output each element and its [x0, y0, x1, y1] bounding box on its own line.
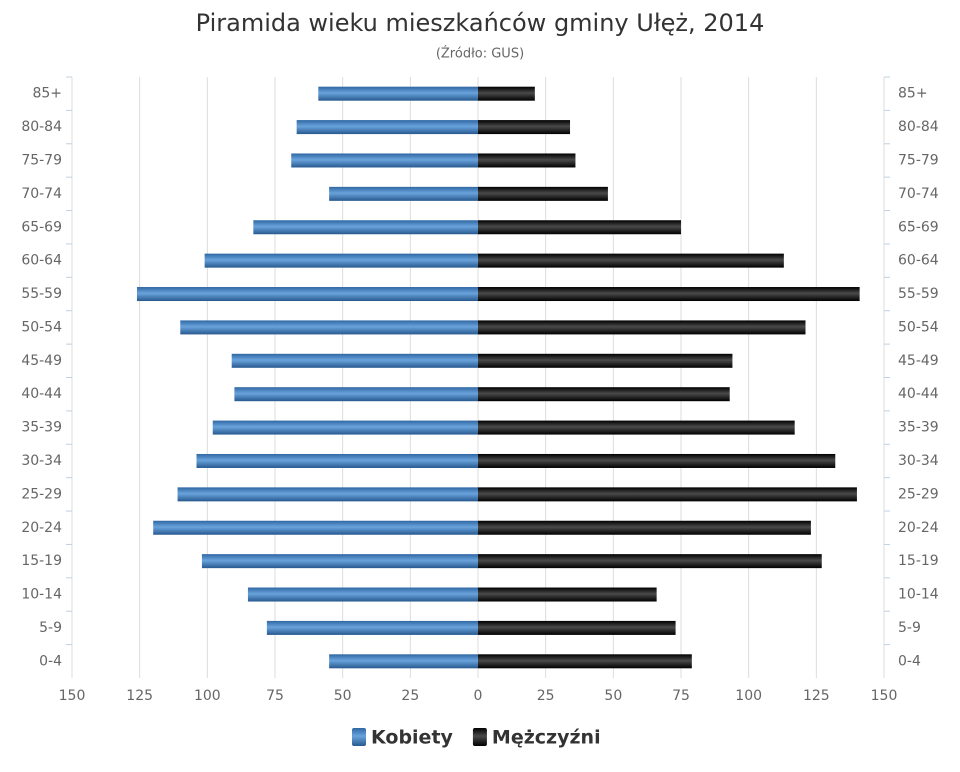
y-tick-label: 60-64: [21, 253, 62, 269]
y-tick-label: 75-79: [21, 152, 62, 168]
bar: [478, 320, 806, 335]
x-tick-label: 150: [871, 688, 898, 704]
x-tick-label: 25: [537, 688, 555, 704]
y-tick-label: 25-29: [21, 486, 62, 502]
legend: Kobiety Mężczyźni: [352, 727, 601, 749]
bar: [478, 120, 571, 135]
x-tick-label: 50: [604, 688, 622, 704]
y-tick-label: 30-34: [21, 453, 62, 469]
legend-label: Kobiety: [371, 727, 454, 749]
y-tick-label: 55-59: [898, 286, 939, 302]
bar: [478, 153, 576, 168]
bar: [234, 387, 478, 402]
bar: [478, 253, 784, 268]
y-tick-label: 10-14: [898, 587, 939, 603]
y-tick-label: 55-59: [21, 286, 62, 302]
bar: [318, 86, 478, 101]
bar: [136, 287, 478, 302]
y-tick-label: 0-4: [898, 653, 921, 669]
bar: [478, 420, 795, 435]
x-tick-label: 0: [474, 688, 483, 704]
y-tick-label: 40-44: [898, 386, 939, 402]
y-tick-label: 45-49: [21, 353, 62, 369]
bar: [478, 387, 730, 402]
y-tick-label: 70-74: [21, 186, 62, 202]
bar: [478, 654, 692, 669]
bar: [201, 554, 479, 569]
y-tick-label: 15-19: [898, 553, 939, 569]
y-tick-label: 70-74: [898, 186, 939, 202]
y-tick-label: 40-44: [21, 386, 62, 402]
bar: [478, 587, 657, 602]
y-tick-label: 65-69: [898, 219, 939, 235]
y-tick-label: 45-49: [898, 353, 939, 369]
x-tick-label: 25: [401, 688, 419, 704]
bar: [177, 487, 478, 502]
bar: [478, 220, 681, 235]
x-tick-label: 150: [59, 688, 86, 704]
bar: [296, 120, 478, 135]
y-tick-label: 5-9: [39, 620, 62, 636]
bar: [247, 587, 478, 602]
legend-swatch: [472, 728, 487, 746]
bar: [253, 220, 478, 235]
legend-swatch: [352, 728, 366, 746]
legend-label: Mężczyźni: [492, 727, 601, 749]
y-tick-label: 50-54: [898, 319, 939, 335]
x-tick-label: 125: [803, 688, 830, 704]
bar: [478, 86, 535, 101]
bar: [266, 620, 478, 635]
x-tick-label: 75: [672, 688, 690, 704]
y-tick-label: 30-34: [898, 453, 939, 469]
y-tick-label: 85+: [32, 86, 62, 102]
y-tick-label: 65-69: [21, 219, 62, 235]
y-tick-label: 60-64: [898, 253, 939, 269]
bar: [478, 453, 836, 468]
y-tick-label: 85+: [898, 86, 928, 102]
x-tick-label: 75: [266, 688, 284, 704]
y-tick-label: 25-29: [898, 486, 939, 502]
y-tick-label: 80-84: [21, 119, 62, 135]
y-tick-label: 0-4: [39, 653, 62, 669]
y-tick-label: 20-24: [21, 520, 62, 536]
bar: [204, 253, 479, 268]
bar: [478, 520, 811, 535]
bar: [478, 353, 733, 368]
y-tick-label: 15-19: [21, 553, 62, 569]
y-tick-label: 5-9: [898, 620, 921, 636]
bar: [196, 453, 479, 468]
x-tick-label: 100: [194, 688, 221, 704]
bar: [231, 353, 478, 368]
x-tick-label: 125: [126, 688, 153, 704]
bar: [291, 153, 478, 168]
bar: [329, 186, 478, 201]
bar: [478, 554, 822, 569]
x-tick-label: 50: [334, 688, 352, 704]
bar: [153, 520, 478, 535]
y-tick-label: 80-84: [898, 119, 939, 135]
y-tick-label: 20-24: [898, 520, 939, 536]
y-tick-label: 75-79: [898, 152, 939, 168]
bar: [478, 620, 676, 635]
chart-subtitle: (Źródło: GUS): [436, 46, 524, 62]
bar: [329, 654, 478, 669]
bar: [478, 287, 860, 302]
bar: [212, 420, 478, 435]
y-tick-label: 35-39: [898, 420, 939, 436]
y-tick-label: 35-39: [21, 420, 62, 436]
x-tick-label: 100: [735, 688, 762, 704]
bar: [478, 487, 857, 502]
y-tick-label: 50-54: [21, 319, 62, 335]
bar: [180, 320, 478, 335]
bar: [478, 186, 608, 201]
chart-title: Piramida wieku mieszkańców gminy Ułęż, 2…: [196, 9, 765, 37]
y-tick-label: 10-14: [21, 587, 62, 603]
